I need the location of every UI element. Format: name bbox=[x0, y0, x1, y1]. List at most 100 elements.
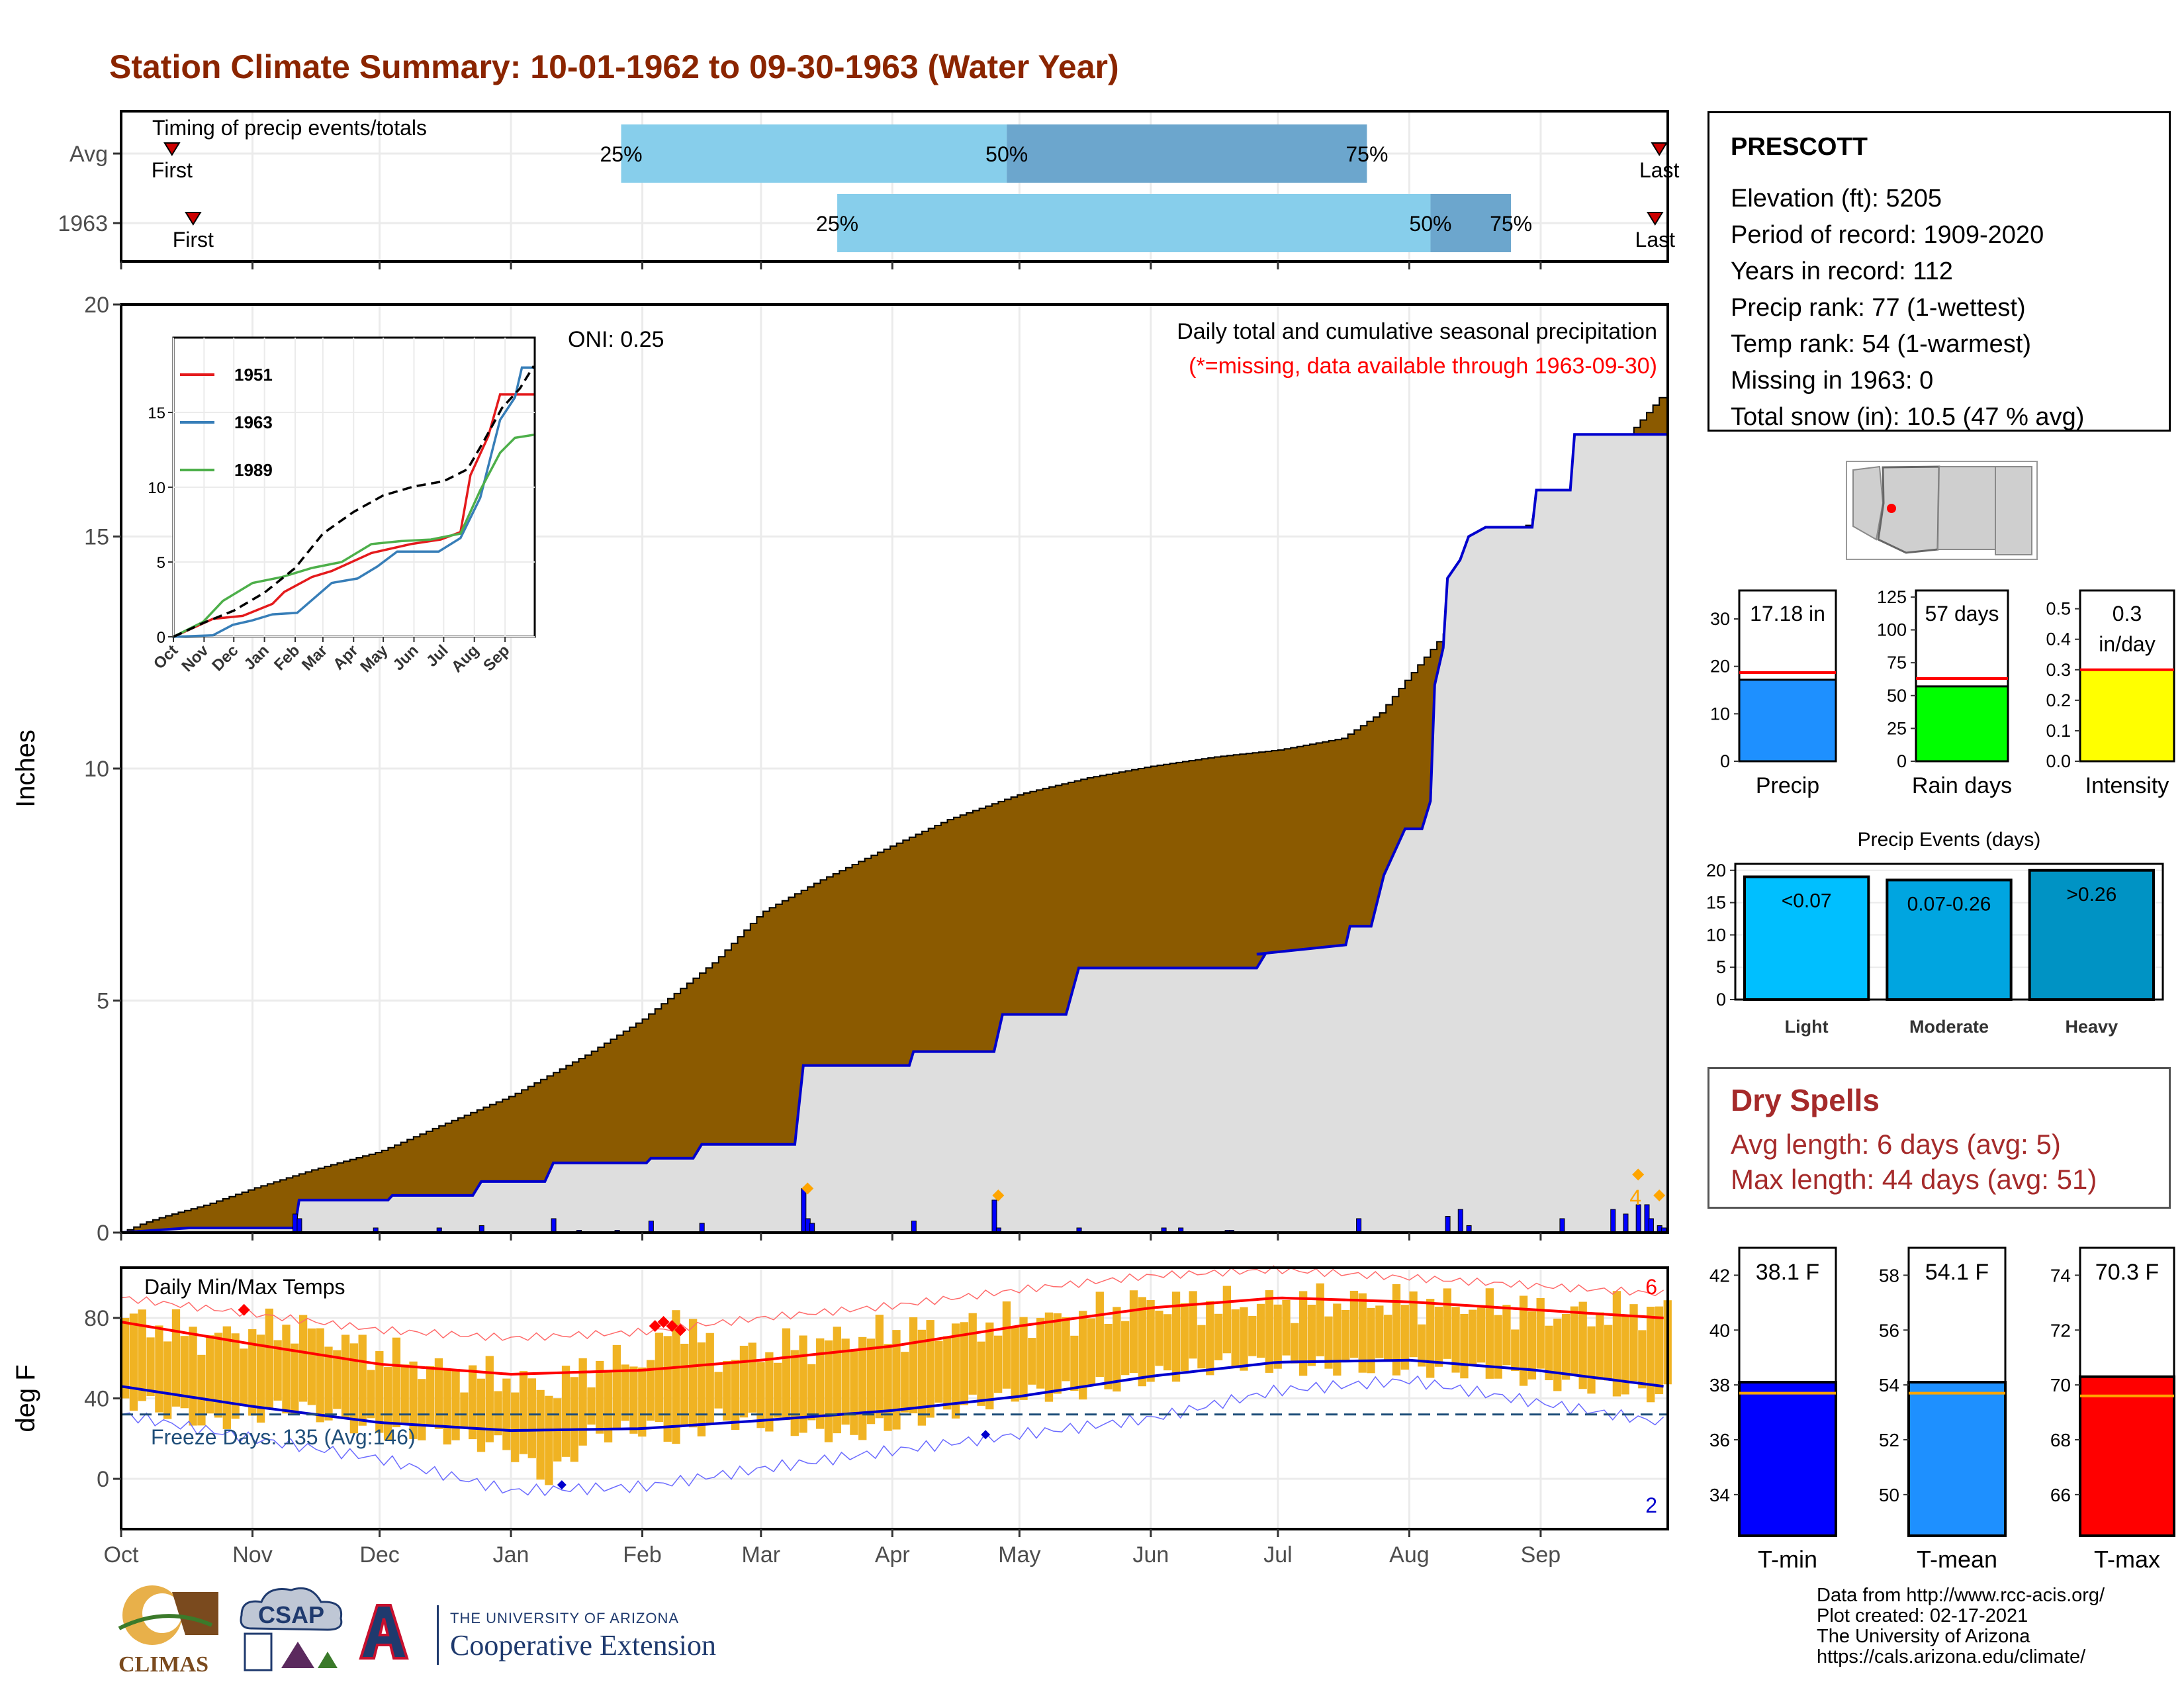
station-name: PRESCOTT bbox=[1731, 133, 1868, 161]
daily-precip-bar bbox=[1356, 1218, 1362, 1233]
record-max-line bbox=[120, 1265, 1664, 1341]
credit-date: Plot created: 02-17-2021 bbox=[1817, 1605, 2028, 1626]
total-ytick-label: 0.3 bbox=[2046, 660, 2071, 680]
daily-temp-bar bbox=[1291, 1323, 1299, 1364]
daily-temp-bar bbox=[375, 1351, 384, 1433]
daily-temp-bar bbox=[1028, 1338, 1036, 1385]
daily-temp-bar bbox=[1087, 1318, 1096, 1386]
timing-bar-25-50 bbox=[837, 194, 1431, 252]
daily-temp-bar bbox=[833, 1327, 841, 1434]
daily-temp-bar bbox=[714, 1372, 723, 1409]
events-category-label: Light bbox=[1785, 1017, 1829, 1037]
daily-temp-bar bbox=[951, 1323, 960, 1419]
daily-temp-bar bbox=[443, 1368, 451, 1445]
tstat-panel-label: T-min bbox=[1758, 1546, 1817, 1573]
credit-url: https://cals.arizona.edu/climate/ bbox=[1817, 1646, 2086, 1667]
record-low-marker bbox=[981, 1430, 991, 1440]
daily-temp-bar bbox=[1163, 1314, 1172, 1371]
daily-temp-bar bbox=[129, 1313, 138, 1411]
total-ytick-label: 125 bbox=[1877, 587, 1907, 607]
events-ytick-label: 20 bbox=[1706, 861, 1726, 880]
total-ytick-label: 100 bbox=[1877, 620, 1907, 640]
daily-temp-bar bbox=[943, 1336, 952, 1410]
timing-title: Timing of precip events/totals bbox=[152, 116, 427, 140]
ua-text-univ: THE UNIVERSITY OF ARIZONA bbox=[450, 1610, 680, 1626]
credits: Data from http://www.rcc-acis.org/ Plot … bbox=[1817, 1585, 2105, 1667]
daily-temp-bar bbox=[485, 1356, 494, 1442]
daily-temp-bar bbox=[646, 1360, 655, 1421]
daily-temp-bar bbox=[1511, 1329, 1520, 1372]
temps-xtick-label: Aug bbox=[1389, 1542, 1430, 1568]
events-bar-label: >0.26 bbox=[2066, 884, 2116, 906]
timing-ytick-label: 1963 bbox=[58, 211, 108, 236]
temps-ytick-label: 0 bbox=[97, 1467, 109, 1492]
daily-temp-bar bbox=[273, 1340, 282, 1401]
total-ytick-label: 0.1 bbox=[2046, 721, 2071, 741]
daily-temp-bar bbox=[1400, 1305, 1409, 1370]
inset-series-1963 bbox=[173, 366, 534, 638]
timing-pct-label: 50% bbox=[1409, 212, 1451, 236]
daily-temp-bar bbox=[917, 1329, 927, 1426]
daily-temp-bar bbox=[189, 1327, 197, 1426]
daily-temp-bar bbox=[1434, 1306, 1443, 1367]
daily-temp-bar bbox=[1621, 1316, 1629, 1395]
daily-precip-bar bbox=[911, 1220, 917, 1233]
daily-temp-bar bbox=[146, 1337, 155, 1397]
inset-series-1989 bbox=[173, 434, 534, 638]
daily-temp-bar bbox=[697, 1342, 706, 1436]
daily-temp-bar bbox=[307, 1328, 316, 1405]
daily-precip-bar bbox=[699, 1223, 705, 1233]
csap-logo-text: CSAP bbox=[258, 1601, 324, 1628]
daily-temp-bar bbox=[1536, 1298, 1545, 1369]
daily-temp-bar bbox=[968, 1313, 977, 1395]
record-high-marker bbox=[674, 1324, 687, 1336]
extreme-precip-marker bbox=[992, 1189, 1005, 1201]
extreme-precip-marker bbox=[801, 1182, 814, 1195]
daily-temp-bar bbox=[1282, 1299, 1291, 1356]
daily-temp-bar bbox=[1358, 1293, 1367, 1373]
climas-logo-text: CLIMAS bbox=[118, 1652, 208, 1677]
daily-temp-bar bbox=[909, 1317, 918, 1414]
station-missing: Missing in 1963: 0 bbox=[1731, 367, 1934, 395]
total-ytick-label: 0 bbox=[1897, 751, 1907, 771]
daily-temp-bar bbox=[1104, 1323, 1113, 1389]
timing-panel: 25% 50% 75% First Last Avg 25% 50% 75% First Last 1… bbox=[58, 110, 1680, 269]
daily-temp-bar bbox=[163, 1341, 172, 1419]
events-ytick-label: 5 bbox=[1716, 957, 1726, 977]
daily-temp-bar bbox=[1316, 1283, 1324, 1356]
daily-temp-bar bbox=[426, 1366, 435, 1427]
daily-temp-bar bbox=[1138, 1297, 1146, 1387]
obs-cumulative-area bbox=[121, 434, 1668, 1233]
ua-logo bbox=[359, 1604, 409, 1660]
daily-temp-bar bbox=[1307, 1304, 1316, 1366]
inset-legend-label: 1963 bbox=[234, 412, 273, 432]
daily-temp-bar bbox=[723, 1360, 731, 1421]
tstat-ytick-label: 74 bbox=[2050, 1265, 2071, 1286]
station-info-box: PRESCOTT Elevation (ft): 5205 Period of … bbox=[1707, 111, 2171, 432]
daily-temp-bar bbox=[578, 1358, 587, 1446]
daily-temp-bar bbox=[1646, 1307, 1655, 1403]
daily-temp-bar bbox=[841, 1338, 850, 1425]
daily-temp-bar bbox=[358, 1335, 367, 1426]
daily-temp-bar bbox=[1341, 1309, 1350, 1362]
dry-spells-box: Dry Spells Avg length: 6 days (avg: 5) M… bbox=[1707, 1067, 2171, 1209]
daily-temp-bar bbox=[1222, 1286, 1232, 1354]
temps-xtick-label: Jan bbox=[493, 1542, 529, 1568]
daily-temp-bar bbox=[536, 1389, 545, 1480]
total-value-label: 0.3 bbox=[2113, 602, 2142, 626]
daily-precip-bar bbox=[648, 1220, 654, 1233]
oni-text: ONI: 0.25 bbox=[568, 327, 664, 352]
events-bar-moderate bbox=[1886, 878, 2013, 1002]
daily-temp-bar bbox=[561, 1366, 570, 1457]
station-temp-rank: Temp rank: 54 (1-warmest) bbox=[1731, 330, 2032, 358]
total-ytick-label: 30 bbox=[1710, 609, 1730, 629]
daily-temp-bar bbox=[774, 1362, 782, 1418]
daily-temp-bar bbox=[1324, 1316, 1333, 1369]
daily-precip-bar bbox=[1445, 1215, 1451, 1233]
inset-ytick-label: 0 bbox=[157, 629, 165, 647]
temps-xtick-label: Mar bbox=[742, 1542, 781, 1568]
daily-temp-bar bbox=[324, 1346, 333, 1421]
extreme-precip-marker bbox=[1632, 1168, 1645, 1181]
precip-ytick-label: 15 bbox=[84, 525, 109, 550]
tstat-panel-label: T-max bbox=[2094, 1546, 2160, 1573]
